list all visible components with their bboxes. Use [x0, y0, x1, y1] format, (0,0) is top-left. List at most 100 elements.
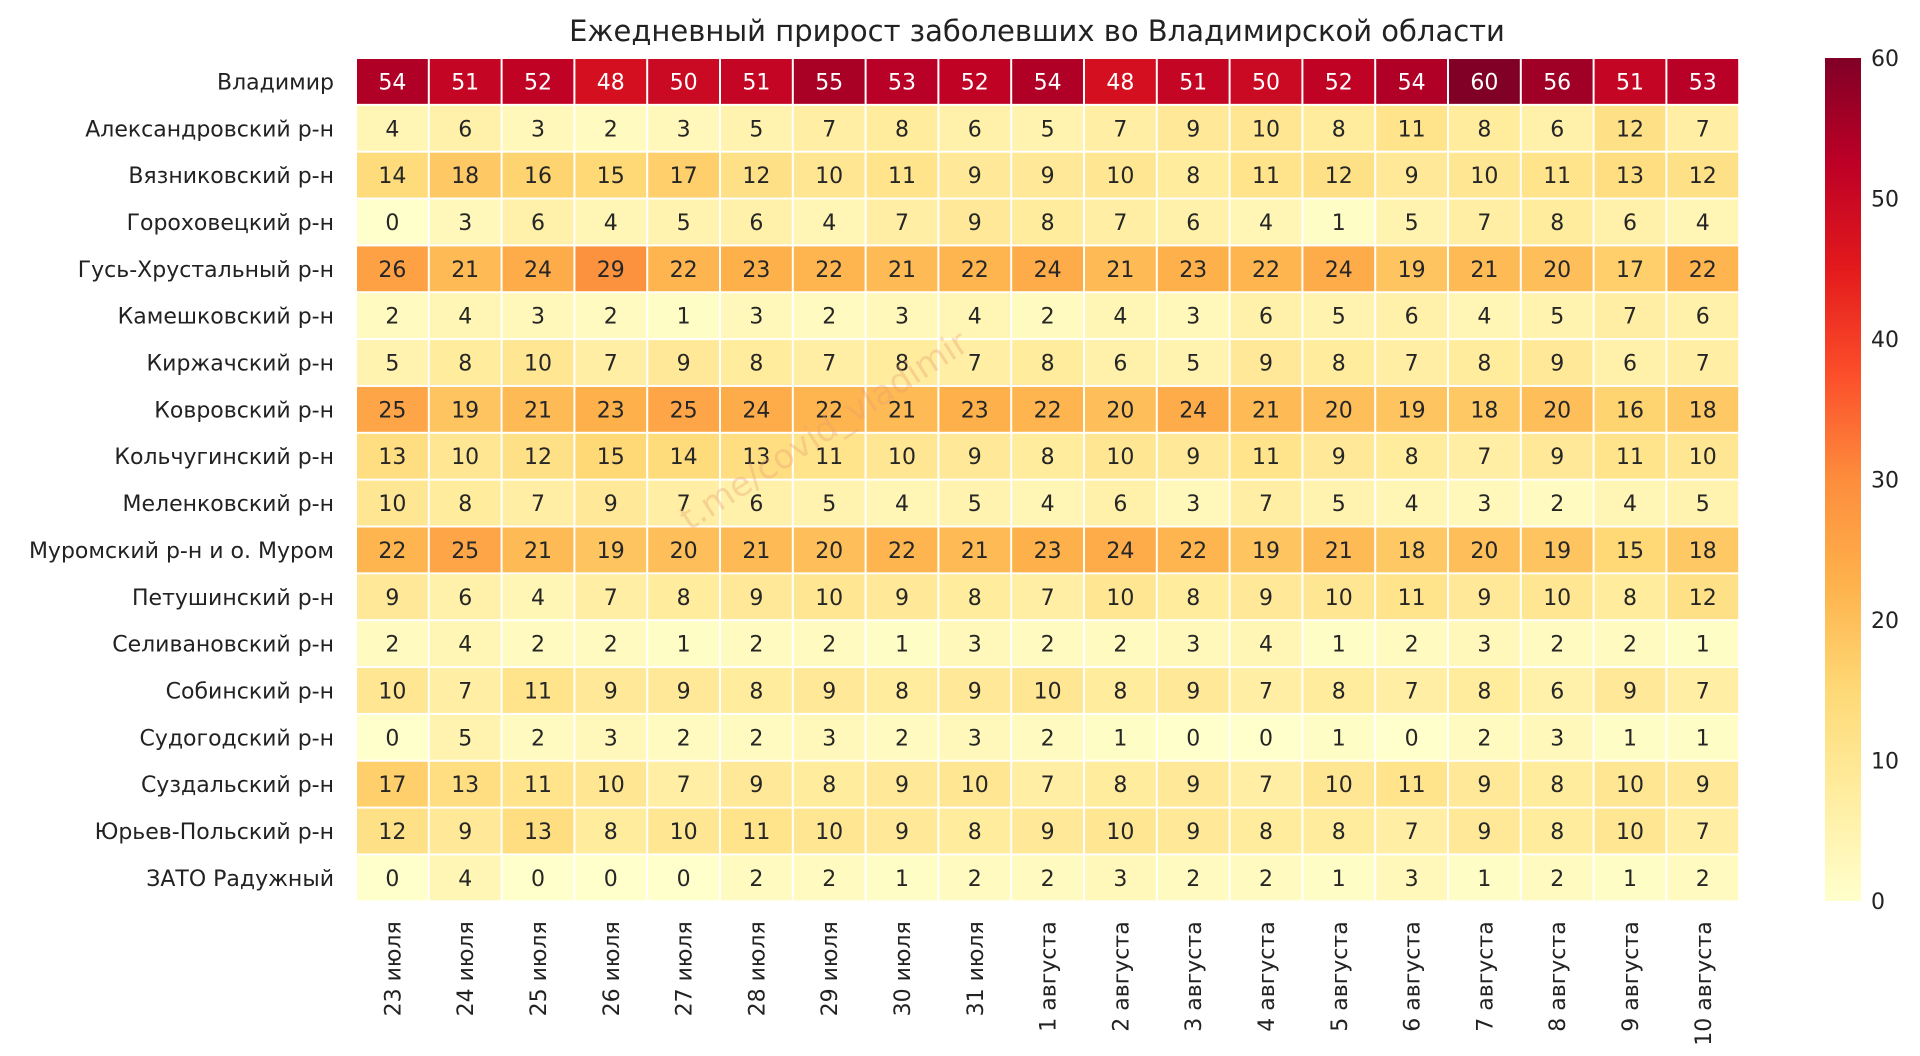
heatmap-cell	[575, 855, 647, 901]
cell-value-label: 4	[458, 305, 472, 330]
cell-value-label: 24	[1325, 258, 1353, 283]
heatmap-cell	[1594, 152, 1666, 198]
heatmap-cell	[502, 574, 574, 620]
heatmap-cell	[1449, 668, 1520, 713]
cell-value-label: 13	[378, 445, 406, 470]
cell-value-label: 20	[1470, 539, 1498, 564]
row-label: ЗАТО Радужный	[146, 867, 334, 892]
heatmap-cell	[721, 714, 792, 760]
heatmap-cell	[1157, 761, 1229, 807]
cell-value-label: 23	[961, 398, 989, 423]
cell-value-label: 19	[597, 539, 625, 564]
heatmap-cell	[939, 808, 1011, 854]
cell-value-label: 21	[961, 539, 989, 564]
heatmap-cell	[1594, 668, 1666, 713]
heatmap-cell	[1667, 105, 1739, 151]
heatmap-cell	[939, 199, 1011, 245]
cell-value-label: 10	[1616, 820, 1644, 845]
heatmap-cell	[866, 246, 938, 292]
heatmap-cell	[429, 293, 501, 339]
heatmap-cell	[866, 105, 938, 151]
heatmap-cell	[357, 714, 428, 760]
heatmap-cell	[648, 574, 719, 620]
heatmap-cell	[866, 761, 938, 807]
cell-value-label: 5	[749, 117, 763, 142]
cell-value-label: 0	[1259, 726, 1273, 751]
heatmap-cell	[1667, 527, 1739, 573]
heatmap-cell	[1157, 527, 1229, 573]
colorbar-tick-label: 20	[1871, 609, 1899, 634]
heatmap-cell	[1521, 855, 1593, 901]
cell-value-label: 20	[815, 539, 843, 564]
heatmap-cell	[1085, 574, 1156, 620]
heatmap-cell	[1303, 574, 1375, 620]
cell-value-label: 0	[531, 867, 545, 892]
heatmap-cell	[1230, 668, 1302, 713]
cell-value-label: 1	[1113, 726, 1127, 751]
heatmap-cell	[1594, 714, 1666, 760]
cell-value-label: 7	[1696, 352, 1710, 377]
column-label: 7 августа	[1473, 921, 1498, 1031]
heatmap-cell	[357, 621, 428, 667]
heatmap-cell	[357, 574, 428, 620]
heatmap-cell	[939, 527, 1011, 573]
heatmap-cell	[1303, 199, 1375, 245]
cell-value-label: 9	[385, 586, 399, 611]
heatmap-cell	[721, 668, 792, 713]
cell-value-label: 9	[677, 352, 691, 377]
heatmap-cell	[1012, 199, 1083, 245]
cell-value-label: 9	[895, 586, 909, 611]
cell-value-label: 8	[1332, 117, 1346, 142]
cell-value-label: 0	[385, 211, 399, 236]
cell-value-label: 7	[1259, 492, 1273, 517]
heatmap-cell	[502, 808, 574, 854]
heatmap-cell	[1376, 480, 1447, 526]
heatmap-cell	[648, 293, 719, 339]
cell-value-label: 8	[1332, 679, 1346, 704]
heatmap-cell	[1594, 340, 1666, 385]
cell-value-label: 10	[1470, 164, 1498, 189]
heatmap-cell	[502, 480, 574, 526]
heatmap-cell	[1012, 480, 1083, 526]
cell-value-label: 8	[458, 352, 472, 377]
heatmap-cell	[575, 480, 647, 526]
cell-value-label: 7	[604, 352, 618, 377]
heatmap-cell	[1521, 621, 1593, 667]
cell-value-label: 4	[1696, 211, 1710, 236]
heatmap-cell	[721, 480, 792, 526]
heatmap-cell	[793, 621, 865, 667]
cell-value-label: 3	[968, 633, 982, 658]
heatmap-cell	[721, 246, 792, 292]
cell-value-label: 2	[531, 726, 545, 751]
cell-value-label: 8	[749, 679, 763, 704]
heatmap-cell	[1594, 574, 1666, 620]
cell-value-label: 8	[1259, 820, 1273, 845]
cell-value-label: 52	[1325, 70, 1353, 95]
cell-value-label: 2	[531, 633, 545, 658]
column-label: 3 августа	[1182, 921, 1207, 1031]
cell-value-label: 12	[1689, 586, 1717, 611]
heatmap-cell	[1230, 246, 1302, 292]
heatmap-cell	[1376, 105, 1447, 151]
colorbar-tick-label: 50	[1871, 188, 1899, 213]
cell-value-label: 6	[1623, 352, 1637, 377]
cell-value-label: 5	[1332, 492, 1346, 517]
cell-value-label: 7	[822, 117, 836, 142]
cell-value-label: 6	[531, 211, 545, 236]
cell-value-label: 9	[1477, 586, 1491, 611]
heatmap-cell	[1012, 714, 1083, 760]
colorbar-tick-label: 10	[1871, 750, 1899, 775]
heatmap-cell	[575, 293, 647, 339]
heatmap-cell	[429, 105, 501, 151]
heatmap-cell	[793, 527, 865, 573]
heatmap-cell	[357, 246, 428, 292]
cell-value-label: 20	[1543, 398, 1571, 423]
heatmap-cell	[1594, 386, 1666, 432]
column-label: 1 августа	[1037, 921, 1062, 1031]
cell-value-label: 13	[1616, 164, 1644, 189]
cell-value-label: 55	[815, 70, 843, 95]
heatmap-cell	[1230, 855, 1302, 901]
cell-value-label: 7	[604, 586, 618, 611]
cell-value-label: 4	[1113, 305, 1127, 330]
